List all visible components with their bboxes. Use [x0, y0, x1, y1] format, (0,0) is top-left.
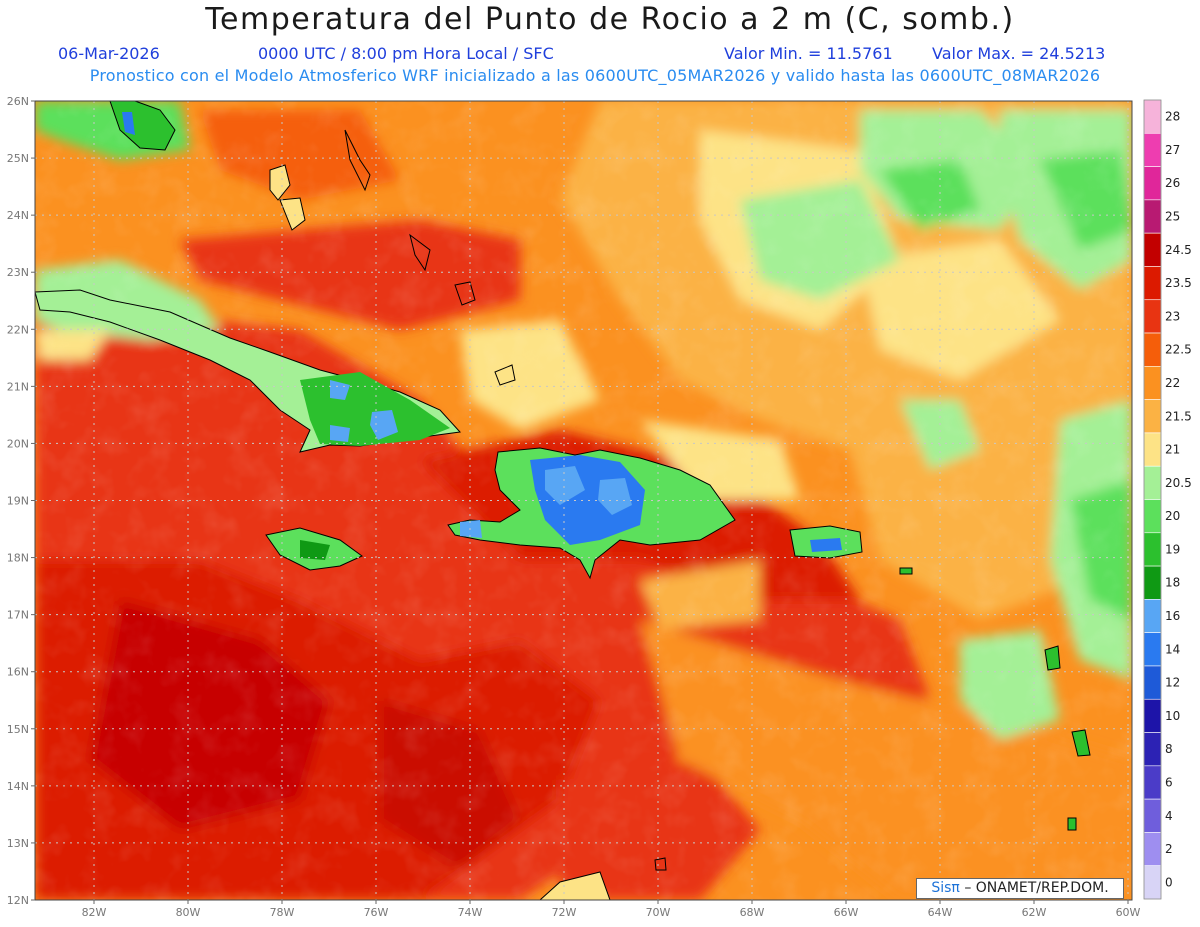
- legend-label: 2: [1165, 842, 1173, 856]
- legend-swatch: [1143, 698, 1162, 733]
- lat-label: 17N: [7, 609, 29, 622]
- credit-brand: Sis: [931, 880, 952, 896]
- shaded-field: [35, 101, 1132, 900]
- legend-swatch: [1143, 632, 1162, 667]
- legend-frame: [1143, 99, 1162, 900]
- legend-label: 14: [1165, 642, 1180, 656]
- time-info: 0000 UTC / 8:00 pm Hora Local / SFC: [258, 44, 554, 63]
- legend-label: 23: [1165, 309, 1180, 323]
- lat-lon-grid: [35, 101, 1132, 900]
- legend-label: 25: [1165, 210, 1180, 224]
- lon-label: 72W: [552, 906, 577, 919]
- lon-label: 60W: [1116, 906, 1141, 919]
- legend-swatch: [1143, 232, 1162, 267]
- legend-swatch: [1143, 832, 1162, 867]
- lat-label: 21N: [7, 380, 29, 393]
- legend-label: 23.5: [1165, 276, 1192, 290]
- lon-label: 66W: [834, 906, 859, 919]
- land-islands: [35, 101, 1091, 900]
- credit-text: – ONAMET/REP.DOM.: [964, 880, 1109, 896]
- lat-label: 16N: [7, 666, 29, 679]
- model-info: Pronostico con el Modelo Atmosferico WRF…: [89, 66, 1101, 85]
- legend-label: 4: [1165, 809, 1173, 823]
- lat-label: 13N: [7, 837, 29, 850]
- credit-badge: Sisπ – ONAMET/REP.DOM.: [916, 878, 1124, 899]
- legend-swatch: [1143, 798, 1162, 833]
- legend-swatch: [1143, 665, 1162, 700]
- color-legend: 2827262524.523.52322.52221.52120.5201918…: [1143, 99, 1192, 900]
- map-title: Temperatura del Punto de Rocio a 2 m (C,…: [205, 2, 1015, 37]
- lat-label: 25N: [7, 152, 29, 165]
- legend-label: 22: [1165, 376, 1180, 390]
- legend-swatch: [1143, 599, 1162, 633]
- legend-label: 20: [1165, 509, 1180, 523]
- legend-label: 24.5: [1165, 243, 1192, 257]
- legend-label: 21: [1165, 443, 1180, 457]
- legend-label: 27: [1165, 143, 1180, 157]
- legend-swatch: [1143, 299, 1162, 334]
- legend-swatch: [1143, 132, 1162, 167]
- lat-label: 19N: [7, 495, 29, 508]
- lat-label: 26N: [7, 95, 29, 108]
- legend-label: 0: [1165, 875, 1173, 889]
- legend-swatch: [1143, 865, 1162, 900]
- value-max: Valor Max. = 24.5213: [932, 44, 1106, 63]
- legend-swatch: [1143, 366, 1162, 400]
- legend-swatch: [1143, 432, 1162, 467]
- lon-label: 78W: [270, 906, 295, 919]
- legend-label: 21.5: [1165, 409, 1192, 423]
- credit-pi: π: [951, 880, 960, 896]
- legend-label: 12: [1165, 676, 1180, 690]
- lon-label: 82W: [82, 906, 107, 919]
- lat-label: 22N: [7, 323, 29, 336]
- legend-swatch: [1143, 199, 1162, 234]
- lat-label: 15N: [7, 723, 29, 736]
- legend-swatch: [1143, 166, 1162, 201]
- legend-swatch: [1143, 532, 1162, 567]
- lon-label: 68W: [740, 906, 765, 919]
- lon-label: 80W: [176, 906, 201, 919]
- legend-label: 28: [1165, 110, 1180, 124]
- lat-label: 23N: [7, 266, 29, 279]
- forecast-date: 06-Mar-2026: [58, 44, 160, 63]
- value-min: Valor Min. = 11.5761: [724, 44, 893, 63]
- legend-label: 10: [1165, 709, 1180, 723]
- lat-label: 20N: [7, 437, 29, 450]
- legend-label: 20.5: [1165, 476, 1192, 490]
- legend-label: 18: [1165, 576, 1180, 590]
- lon-label: 70W: [646, 906, 671, 919]
- legend-swatch: [1143, 765, 1162, 800]
- lat-label: 12N: [7, 894, 29, 907]
- legend-swatch: [1143, 332, 1162, 367]
- legend-label: 8: [1165, 742, 1173, 756]
- legend-swatch: [1143, 565, 1162, 600]
- legend-label: 16: [1165, 609, 1180, 623]
- legend-label: 6: [1165, 775, 1173, 789]
- lat-label: 18N: [7, 552, 29, 565]
- legend-swatch: [1143, 266, 1162, 301]
- lat-label: 14N: [7, 780, 29, 793]
- legend-label: 26: [1165, 176, 1180, 190]
- legend-label: 22.5: [1165, 343, 1192, 357]
- lat-label: 24N: [7, 209, 29, 222]
- legend-swatch: [1143, 99, 1162, 134]
- legend-swatch: [1143, 499, 1162, 534]
- latitude-axis: 26N 25N 24N 23N 22N 21N 20N 19N 18N 17N 16N 15N 14N 1…: [7, 95, 35, 907]
- legend-label: 19: [1165, 542, 1180, 556]
- legend-swatch: [1143, 399, 1162, 434]
- lon-label: 76W: [364, 906, 389, 919]
- longitude-axis: 82W 80W 78W 76W 74W 72W 70W 68W 66W 64W 62W 60W: [82, 900, 1141, 919]
- lon-label: 64W: [928, 906, 953, 919]
- lon-label: 62W: [1022, 906, 1047, 919]
- lon-label: 74W: [458, 906, 483, 919]
- legend-swatch: [1143, 465, 1162, 500]
- legend-swatch: [1143, 732, 1162, 767]
